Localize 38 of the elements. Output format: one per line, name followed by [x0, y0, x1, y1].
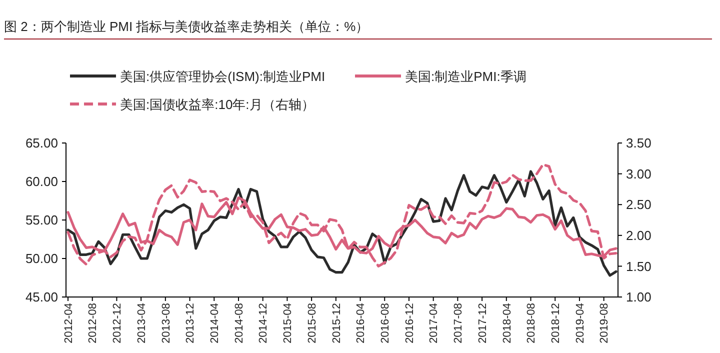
x-tick-label: 2012-08 [87, 303, 100, 344]
x-tick-label: 2015-12 [330, 303, 343, 344]
x-tick-label: 2019-04 [574, 303, 586, 344]
x-tick-label: 2019-08 [598, 303, 611, 344]
x-tick-label: 2013-04 [136, 303, 148, 344]
x-tick-label: 2015-08 [306, 303, 318, 344]
x-tick-label: 2012-12 [112, 303, 124, 344]
y-tick-label: 65.00 [25, 136, 58, 151]
x-tick-label: 2016-08 [379, 303, 392, 344]
x-tick-label: 2015-04 [282, 303, 294, 344]
legend-label: 美国:国债收益率:10年:月（右轴） [120, 97, 314, 112]
x-tick-label: 2017-04 [428, 303, 440, 344]
x-tick-label: 2018-12 [550, 303, 562, 344]
x-tick-label: 2013-08 [160, 303, 172, 344]
x-tick-label: 2014-12 [258, 303, 270, 344]
x-tick-label: 2012-04 [62, 303, 75, 344]
x-tick-label: 2017-08 [452, 303, 465, 344]
legend-label: 美国:制造业PMI:季调 [405, 69, 526, 84]
x-tick-label: 2018-08 [526, 303, 538, 344]
y2-tick-label: 1.50 [626, 258, 652, 274]
y2-tick-label: 1.00 [626, 290, 652, 305]
y2-tick-label: 2.50 [626, 197, 652, 212]
chart-title: 图 2：两个制造业 PMI 指标与美债收益率走势相关（单位：%） [4, 19, 369, 34]
x-tick-label: 2018-04 [501, 303, 514, 344]
x-tick-label: 2016-04 [355, 303, 368, 344]
x-tick-label: 2013-12 [184, 303, 197, 344]
legend-label: 美国:供应管理协会(ISM):制造业PMI [120, 69, 326, 84]
x-tick-label: 2016-12 [404, 303, 416, 344]
y2-tick-label: 3.50 [626, 136, 652, 151]
x-tick-label: 2014-08 [233, 303, 246, 344]
x-tick-label: 2017-12 [476, 303, 489, 344]
y-tick-label: 50.00 [25, 251, 58, 266]
x-tick-label: 2014-04 [208, 303, 221, 344]
y-tick-label: 60.00 [25, 174, 58, 190]
y2-tick-label: 2.00 [626, 228, 652, 243]
y2-tick-label: 3.00 [626, 166, 652, 182]
y-tick-label: 55.00 [25, 212, 58, 228]
y-tick-label: 45.00 [25, 290, 58, 305]
